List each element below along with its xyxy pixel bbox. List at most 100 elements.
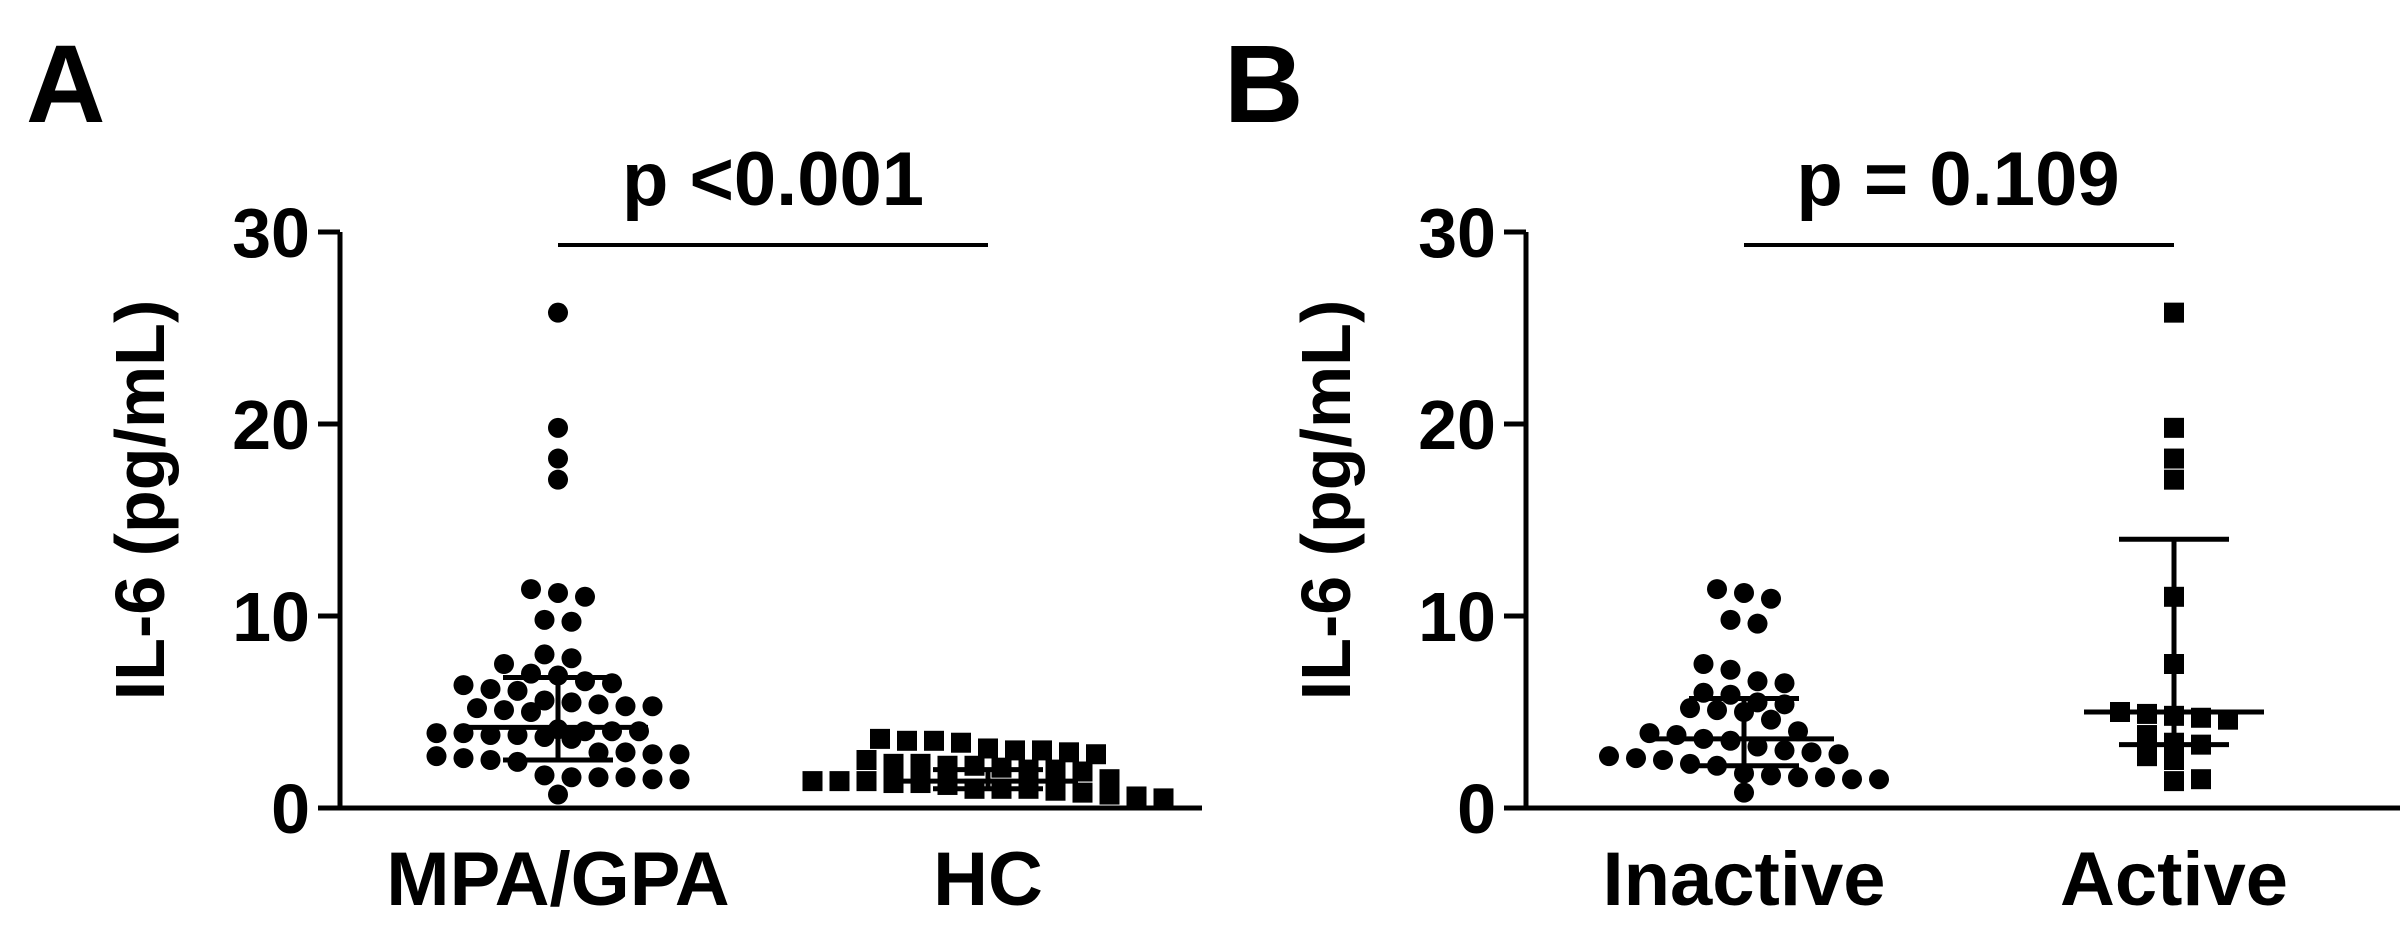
panel-a-data-point [856, 771, 877, 792]
panel-a-category-label: HC [933, 837, 1043, 922]
panel-a: A IL-6 (pg/mL) p <0.001 0 10 20 30 MPA/GPA H… [26, 23, 1202, 922]
panel-a-categories: MPA/GPA HC [386, 837, 1043, 922]
panel-a-y-ticks: 0 10 20 30 [232, 194, 340, 848]
panel-a-data-point [548, 448, 568, 469]
panel-a-data-point [467, 698, 487, 719]
panel-b-data-point [1734, 582, 1754, 603]
panel-b-data-point [1747, 671, 1768, 692]
panel-a-data-point [642, 696, 663, 717]
panel-a-category-label: MPA/GPA [386, 837, 729, 922]
panel-b-data-point [2164, 750, 2184, 770]
panel-b-data-point [1747, 736, 1768, 757]
panel-a-data-point [548, 784, 568, 805]
panel-a-data-point [588, 742, 609, 763]
panel-a-data-point [548, 417, 568, 438]
panel-a-data-point [870, 728, 890, 749]
panel-a-data-point [964, 755, 985, 776]
panel-a-data-point [494, 700, 514, 721]
panel-b-data-point [2137, 725, 2157, 746]
panel-a-data-point [1045, 759, 1066, 780]
panel-b-data-point [1720, 684, 1741, 705]
panel-a-data-point [534, 609, 555, 630]
panel-a-y-axis-label: IL-6 (pg/mL) [101, 300, 179, 700]
panel-b-data-point [1828, 744, 1849, 765]
panel-a-y-tick-label: 20 [232, 386, 310, 464]
panel-b-y-tick-label: 10 [1418, 578, 1496, 656]
panel-b-y-ticks: 0 10 20 30 [1418, 194, 1526, 848]
panel-b-data-point [1815, 767, 1835, 788]
panel-b-points [1599, 302, 2238, 803]
panel-a-letter: A [26, 23, 105, 146]
panel-a-data-point [642, 744, 663, 765]
panel-b-p-value: p = 0.109 [1796, 137, 2119, 222]
panel-b-data-point [1734, 782, 1754, 803]
panel-a-data-point [669, 744, 690, 765]
panel-a-data-point [1126, 786, 1147, 807]
panel-a-y-tick-label: 10 [232, 578, 310, 656]
panel-b-summary-lines [1654, 536, 2264, 769]
panel-a-data-point [629, 721, 649, 742]
panel-a-data-point [575, 671, 595, 692]
panel-b-category-label: Inactive [1602, 837, 1885, 922]
panel-a-data-point [615, 742, 636, 763]
panel-b-data-point [2164, 302, 2184, 323]
panel-b-data-point [1666, 725, 1687, 746]
panel-a-y-tick-label: 0 [271, 770, 310, 848]
panel-a-data-point [453, 675, 474, 696]
panel-b-data-point [2191, 769, 2211, 790]
panel-a-data-point [1099, 769, 1120, 790]
panel-b-data-point [1693, 654, 1714, 674]
panel-b: B IL-6 (pg/mL) p = 0.109 0 10 20 30 Inactiv… [1224, 23, 2400, 922]
panel-a-data-point [453, 748, 474, 769]
panel-a-data-point [548, 469, 568, 490]
panel-b-data-point [1774, 673, 1795, 694]
panel-a-data-point [1086, 744, 1106, 765]
panel-a-data-point [883, 773, 904, 794]
panel-a-y-tick-label: 30 [232, 194, 310, 272]
panel-b-data-point [1653, 750, 1673, 770]
panel-a-data-point [426, 723, 447, 744]
panel-b-data-point [2164, 771, 2184, 792]
panel-b-data-point [1680, 698, 1700, 719]
panel-b-data-point [1774, 740, 1795, 761]
panel-b-y-tick-label: 30 [1418, 194, 1496, 272]
panel-a-data-point [1005, 740, 1025, 761]
panel-a-data-point [494, 654, 514, 674]
panel-a-data-point [1045, 780, 1066, 801]
panel-b-data-point [1720, 659, 1741, 680]
panel-b-data-point [1788, 721, 1808, 742]
panel-a-data-point [480, 750, 501, 770]
panel-a-data-point [521, 579, 541, 600]
panel-a-data-point [480, 725, 501, 746]
panel-a-data-point [897, 730, 917, 751]
panel-a-data-point [602, 721, 622, 742]
panel-b-data-point [1707, 579, 1727, 600]
panel-a-data-point [561, 767, 582, 788]
panel-a-data-point [521, 702, 541, 722]
panel-a-data-point [507, 725, 528, 746]
panel-b-data-point [2164, 469, 2184, 490]
panel-a-data-point [521, 663, 541, 684]
panel-a-data-point [1059, 742, 1079, 763]
panel-a-data-point [802, 771, 823, 792]
panel-a-data-point [588, 767, 609, 788]
panel-a-data-point [924, 730, 944, 751]
panel-b-letter: B [1224, 23, 1303, 146]
panel-b-data-point [1734, 763, 1754, 784]
panel-a-points [426, 302, 1174, 809]
panel-a-data-point [561, 728, 582, 749]
panel-a-data-point [548, 582, 568, 603]
panel-a-data-point [615, 696, 636, 717]
panel-b-category-label: Active [2060, 837, 2288, 922]
panel-b-y-tick-label: 0 [1457, 770, 1496, 848]
panel-b-data-point [1761, 765, 1781, 786]
panel-a-data-point [588, 694, 609, 715]
panel-a-data-point [1099, 784, 1120, 805]
panel-a-data-point [910, 753, 931, 774]
panel-b-data-point [1788, 767, 1808, 788]
panel-a-data-point [829, 771, 850, 792]
panel-a-data-point [978, 738, 998, 759]
panel-a-data-point [534, 726, 555, 747]
panel-b-data-point [1747, 613, 1768, 634]
panel-a-data-point [548, 302, 568, 323]
